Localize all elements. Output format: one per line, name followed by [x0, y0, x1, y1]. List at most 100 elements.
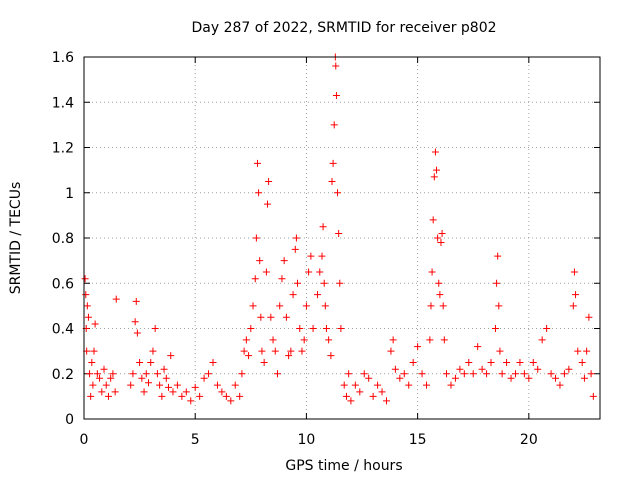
data-point	[507, 374, 515, 382]
data-point	[556, 381, 564, 389]
data-point	[158, 392, 166, 400]
data-point	[560, 370, 568, 378]
data-point	[238, 370, 246, 378]
data-point	[127, 381, 135, 389]
data-point	[278, 275, 286, 283]
data-point	[378, 388, 386, 396]
data-point	[136, 358, 144, 366]
data-point	[342, 392, 350, 400]
data-point	[247, 325, 255, 332]
data-point	[439, 302, 447, 310]
data-point	[269, 336, 277, 344]
data-point	[262, 268, 270, 276]
data-point	[305, 268, 313, 276]
data-point	[589, 392, 597, 400]
data-point	[82, 291, 90, 299]
data-point	[429, 216, 437, 224]
data-point	[282, 313, 290, 321]
data-point	[434, 234, 442, 242]
data-point	[111, 388, 119, 396]
data-point	[580, 374, 588, 382]
data-point	[287, 347, 295, 355]
y-tick-label: 1.2	[52, 141, 74, 157]
x-tick-label: 5	[191, 432, 200, 448]
y-tick-label: 0.8	[52, 231, 74, 247]
y-tick-label: 0.4	[52, 322, 74, 338]
data-point	[205, 370, 213, 378]
data-point	[525, 374, 533, 382]
data-point	[178, 392, 186, 400]
data-point	[396, 374, 404, 382]
data-point	[86, 370, 94, 378]
data-point	[100, 365, 108, 373]
data-point	[213, 381, 221, 389]
data-point	[151, 325, 159, 332]
data-point	[332, 91, 340, 99]
data-point	[328, 177, 336, 185]
data-point	[443, 370, 451, 378]
data-point	[260, 358, 268, 366]
data-point	[291, 245, 299, 253]
data-point	[534, 365, 542, 373]
data-point	[437, 239, 445, 247]
data-point	[169, 388, 177, 396]
data-point	[418, 370, 426, 378]
data-point	[200, 374, 208, 382]
data-point	[274, 370, 281, 378]
data-point	[263, 200, 271, 208]
data-point	[307, 252, 315, 260]
data-point	[427, 302, 435, 310]
data-point	[314, 291, 322, 299]
data-point	[516, 358, 524, 366]
data-point	[332, 62, 340, 70]
data-point	[160, 365, 168, 373]
data-point	[337, 325, 345, 332]
x-tick-label: 10	[297, 432, 315, 448]
data-point	[360, 370, 368, 378]
data-point	[87, 392, 95, 400]
data-point	[483, 370, 491, 378]
data-point	[90, 347, 98, 355]
x-tick-label: 0	[80, 432, 89, 448]
data-point	[578, 358, 586, 366]
data-point	[433, 166, 441, 174]
data-point	[438, 229, 446, 237]
data-point	[133, 329, 141, 337]
data-point	[435, 279, 443, 287]
data-point	[294, 279, 302, 287]
data-point	[162, 374, 170, 382]
data-point	[242, 336, 250, 344]
data-point	[503, 358, 511, 366]
data-point	[147, 358, 155, 366]
data-point	[280, 257, 288, 265]
data-point	[345, 370, 353, 378]
data-point	[191, 383, 199, 391]
data-point	[320, 279, 328, 287]
data-point	[93, 370, 101, 378]
data-point	[491, 325, 499, 332]
data-point	[102, 381, 110, 389]
data-point	[436, 291, 444, 299]
data-point	[236, 392, 244, 400]
data-point	[296, 325, 304, 332]
data-point	[440, 336, 448, 344]
data-point	[218, 388, 226, 396]
y-tick-label: 1.6	[52, 50, 74, 66]
data-point	[132, 297, 140, 305]
data-point	[258, 347, 266, 355]
data-point	[495, 302, 503, 310]
data-point	[583, 347, 591, 355]
y-tick-label: 0.2	[52, 367, 74, 383]
data-point	[451, 374, 459, 382]
data-point	[474, 343, 482, 351]
data-point	[430, 173, 438, 181]
data-point	[249, 302, 257, 310]
data-point	[351, 381, 359, 389]
data-point	[374, 381, 382, 389]
data-point	[153, 370, 161, 378]
data-point	[574, 347, 582, 355]
y-axis-ticks: 0 0.2 0.4 0.6 0.8 1 1.2 1.4 1.6	[52, 50, 600, 428]
data-point	[88, 358, 96, 366]
x-tick-label: 20	[520, 432, 538, 448]
data-point	[336, 279, 344, 287]
